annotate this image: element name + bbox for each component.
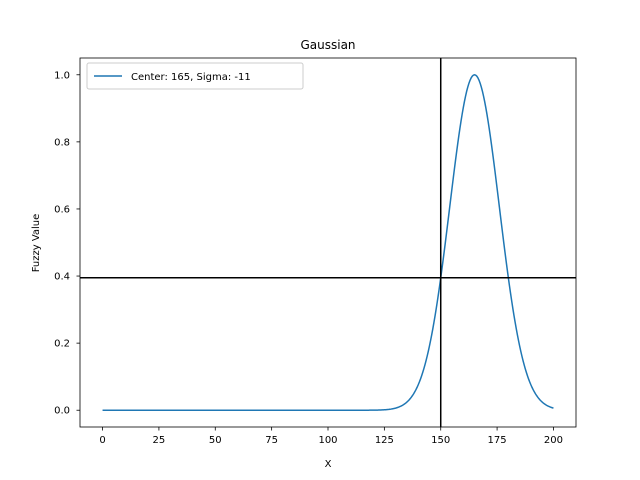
x-axis-ticks: 0 25 50 75 100 125 150 175 200: [99, 427, 563, 446]
legend-label: Center: 165, Sigma: -11: [131, 72, 251, 83]
chart-title: Gaussian: [300, 38, 355, 52]
x-axis-label: X: [325, 459, 332, 470]
x-tick-label: 50: [209, 435, 222, 446]
y-tick-label: 0.8: [54, 137, 70, 148]
x-tick-label: 125: [375, 435, 394, 446]
x-tick-label: 150: [431, 435, 450, 446]
x-tick-label: 175: [488, 435, 507, 446]
legend-box: [86, 62, 304, 90]
y-axis-ticks: 0.0 0.2 0.4 0.6 0.8 1.0: [54, 70, 80, 417]
x-tick-label: 75: [265, 435, 278, 446]
y-tick-label: 0.0: [54, 406, 70, 417]
y-tick-label: 0.6: [54, 204, 70, 215]
y-tick-label: 0.2: [54, 339, 70, 350]
legend: Center: 165, Sigma: -11: [86, 62, 304, 90]
x-tick-label: 200: [544, 435, 563, 446]
y-tick-label: 1.0: [54, 70, 70, 81]
x-tick-label: 100: [318, 435, 337, 446]
y-axis-label: Fuzzy Value: [31, 214, 42, 273]
x-tick-label: 25: [153, 435, 166, 446]
y-tick-label: 0.4: [54, 272, 70, 283]
gaussian-curve: [102, 73, 554, 411]
plot-area: [79, 57, 577, 428]
x-tick-label: 0: [99, 435, 105, 446]
